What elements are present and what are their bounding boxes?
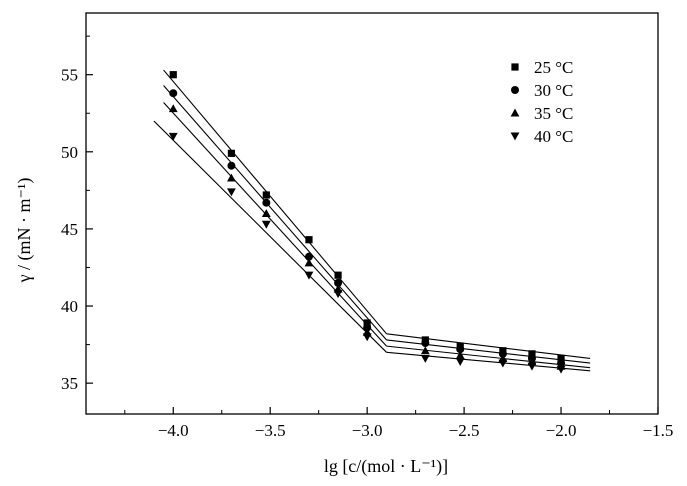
data-point-4 [261, 220, 271, 229]
data-point-2 [334, 278, 343, 287]
data-point-1 [262, 191, 270, 199]
legend-marker-1 [511, 63, 519, 71]
legend-marker-3 [510, 108, 520, 117]
data-point-4 [168, 132, 178, 141]
fit-line-4-1 [153, 120, 387, 353]
data-point-4 [333, 290, 343, 299]
data-point-1 [305, 236, 313, 244]
data-point-2 [304, 252, 313, 261]
data-point-4 [304, 271, 314, 280]
fit-line-3-1 [163, 102, 387, 347]
legend-marker-4 [510, 132, 520, 141]
data-point-2 [262, 198, 271, 207]
data-point-4 [455, 358, 465, 366]
plot-frame [85, 12, 659, 415]
data-point-2 [169, 89, 178, 98]
data-point-1 [169, 71, 177, 79]
legend-label-2: 30 °C [534, 81, 573, 100]
y-axis-title: γ / (mN · m⁻¹) [14, 178, 35, 284]
fit-line-1-2 [386, 333, 591, 360]
data-point-1 [334, 271, 342, 279]
y-tick-label: 50 [61, 143, 78, 162]
data-point-4 [527, 362, 537, 371]
data-point-1 [557, 354, 565, 363]
data-point-2 [227, 161, 236, 170]
data-point-3 [227, 173, 236, 182]
data-point-4 [420, 354, 430, 363]
legend-label-3: 35 °C [534, 104, 573, 123]
fit-line-4-2 [386, 351, 591, 372]
x-tick-label: −1.5 [643, 421, 674, 440]
x-tick-label: −3.0 [352, 421, 383, 440]
data-point-2 [456, 345, 465, 354]
legend-label-1: 25 °C [534, 58, 573, 77]
data-point-3 [455, 350, 465, 359]
x-tick-label: −2.0 [546, 421, 577, 440]
x-tick-label: −4.0 [158, 421, 189, 440]
data-point-2 [363, 323, 372, 332]
data-point-2 [421, 339, 430, 348]
x-tick-label: −2.5 [449, 421, 480, 440]
fit-line-2-2 [386, 339, 591, 364]
data-point-4 [227, 188, 236, 197]
y-tick-label: 35 [61, 374, 78, 393]
legend-marker-2 [511, 86, 519, 94]
x-axis-title: lg [c/(mol · L⁻¹)] [324, 456, 448, 477]
data-point-4 [556, 365, 566, 374]
data-point-1 [363, 319, 371, 327]
data-point-4 [498, 359, 508, 368]
data-point-3 [304, 258, 314, 267]
data-point-1 [227, 149, 236, 157]
data-point-3 [168, 104, 178, 113]
data-point-4 [362, 333, 372, 342]
data-point-1 [528, 350, 536, 358]
fit-line-2-1 [163, 85, 387, 341]
fit-line-3-2 [386, 345, 591, 369]
data-point-2 [498, 349, 507, 358]
y-tick-label: 55 [61, 66, 78, 85]
data-point-3 [420, 346, 430, 355]
data-point-3 [261, 209, 271, 218]
fit-line-1-1 [163, 69, 387, 335]
legend-label-4: 40 °C [534, 127, 573, 146]
y-tick-label: 40 [61, 297, 78, 316]
x-tick-label: −3.5 [255, 421, 286, 440]
y-tick-label: 45 [61, 220, 78, 239]
